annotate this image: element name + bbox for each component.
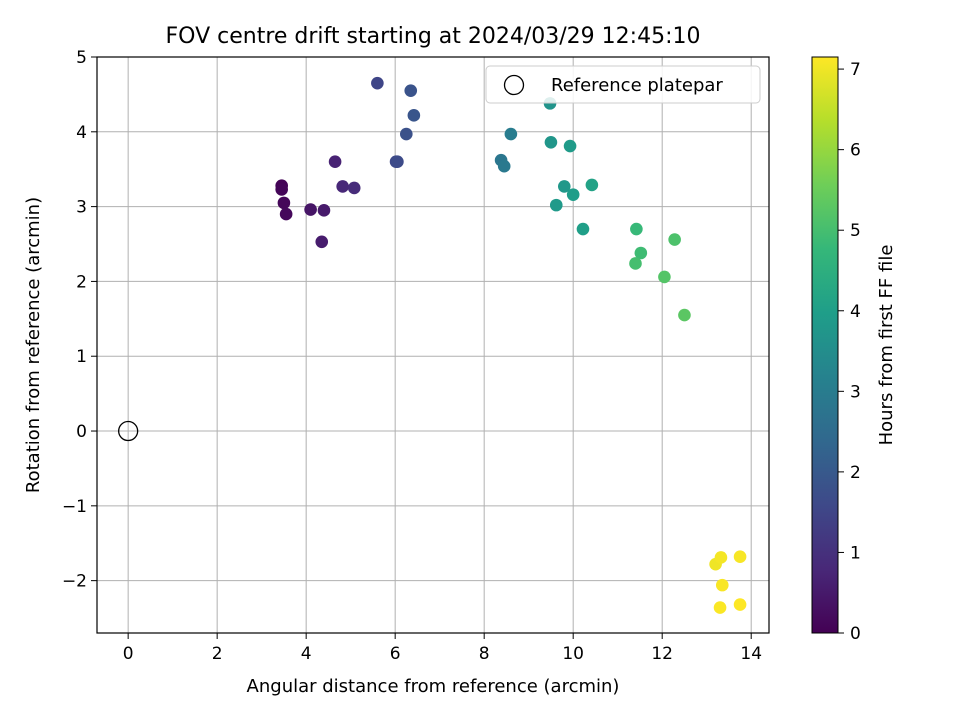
data-point <box>629 257 642 270</box>
colorbar-ticks: 0 1 2 3 4 5 6 7 <box>838 60 861 644</box>
data-point <box>347 181 361 195</box>
colorbar-tick-label: 6 <box>850 141 861 161</box>
data-point <box>371 76 384 90</box>
y-tick-label: 4 <box>76 123 87 143</box>
x-axis-label: Angular distance from reference (arcmin) <box>247 676 620 697</box>
data-point <box>279 207 293 221</box>
data-point <box>391 155 404 169</box>
x-tick-label: 6 <box>390 644 401 664</box>
legend-marker-icon <box>503 74 525 96</box>
y-axis-ticks: −2 −1 0 1 2 3 4 5 <box>62 48 97 592</box>
data-point <box>549 198 563 212</box>
data-point <box>328 155 342 169</box>
data-point <box>504 127 518 141</box>
chart-title: FOV centre drift starting at 2024/03/29 … <box>166 24 701 49</box>
data-point <box>336 180 349 193</box>
legend: Reference platepar <box>485 65 761 104</box>
data-point <box>277 196 291 210</box>
data-point <box>714 551 728 564</box>
colorbar-tick-label: 1 <box>850 543 861 563</box>
plot-frame <box>96 56 770 634</box>
grid-lines <box>97 56 769 633</box>
data-points <box>275 76 747 614</box>
data-point <box>733 550 747 563</box>
colorbar-tick-label: 2 <box>850 463 861 483</box>
colorbar-tick-label: 0 <box>850 624 861 644</box>
y-tick-label: 2 <box>76 272 87 292</box>
y-tick-label: 0 <box>76 422 87 442</box>
data-point <box>585 178 599 192</box>
data-point <box>304 203 317 216</box>
colorbar-tick-label: 5 <box>850 221 861 241</box>
data-point <box>658 270 671 284</box>
data-point <box>576 222 590 236</box>
data-point <box>275 183 288 196</box>
y-tick-label: −2 <box>62 572 87 592</box>
x-tick-label: 4 <box>301 644 312 664</box>
colorbar-tick-label: 4 <box>850 302 861 322</box>
x-tick-label: 12 <box>651 644 673 664</box>
x-tick-label: 14 <box>740 644 762 664</box>
colorbar <box>811 56 839 634</box>
data-point <box>399 127 413 141</box>
data-point <box>544 135 558 149</box>
y-axis-label: Rotation from reference (arcmin) <box>23 197 44 493</box>
data-point <box>678 308 691 322</box>
data-point <box>497 159 511 173</box>
data-point <box>566 188 580 201</box>
legend-box <box>485 65 761 104</box>
x-tick-label: 0 <box>123 644 134 664</box>
data-point <box>715 578 729 592</box>
data-point <box>733 598 747 611</box>
reference-marker <box>118 420 139 442</box>
colorbar-label: Hours from first FF file <box>876 245 897 446</box>
data-point <box>713 601 727 614</box>
data-point <box>315 235 329 249</box>
y-tick-label: 5 <box>76 48 87 68</box>
x-tick-label: 10 <box>562 644 584 664</box>
data-point <box>668 233 681 246</box>
data-point <box>563 139 577 153</box>
data-point <box>630 222 643 236</box>
data-point <box>317 204 331 217</box>
colorbar-tick-label: 7 <box>850 60 861 80</box>
reference-marker-group <box>118 420 139 442</box>
data-point <box>557 180 571 193</box>
legend-entry: Reference platepar <box>551 75 723 96</box>
y-tick-label: 1 <box>76 347 87 367</box>
data-point <box>404 84 418 97</box>
x-axis-ticks: 0 2 4 6 8 10 12 14 <box>123 633 762 664</box>
data-point <box>407 109 421 122</box>
colorbar-tick-label: 3 <box>850 382 861 402</box>
x-tick-label: 8 <box>479 644 490 664</box>
y-tick-label: −1 <box>62 497 87 517</box>
x-tick-label: 2 <box>212 644 223 664</box>
data-point <box>634 246 648 260</box>
y-tick-label: 3 <box>76 198 87 218</box>
